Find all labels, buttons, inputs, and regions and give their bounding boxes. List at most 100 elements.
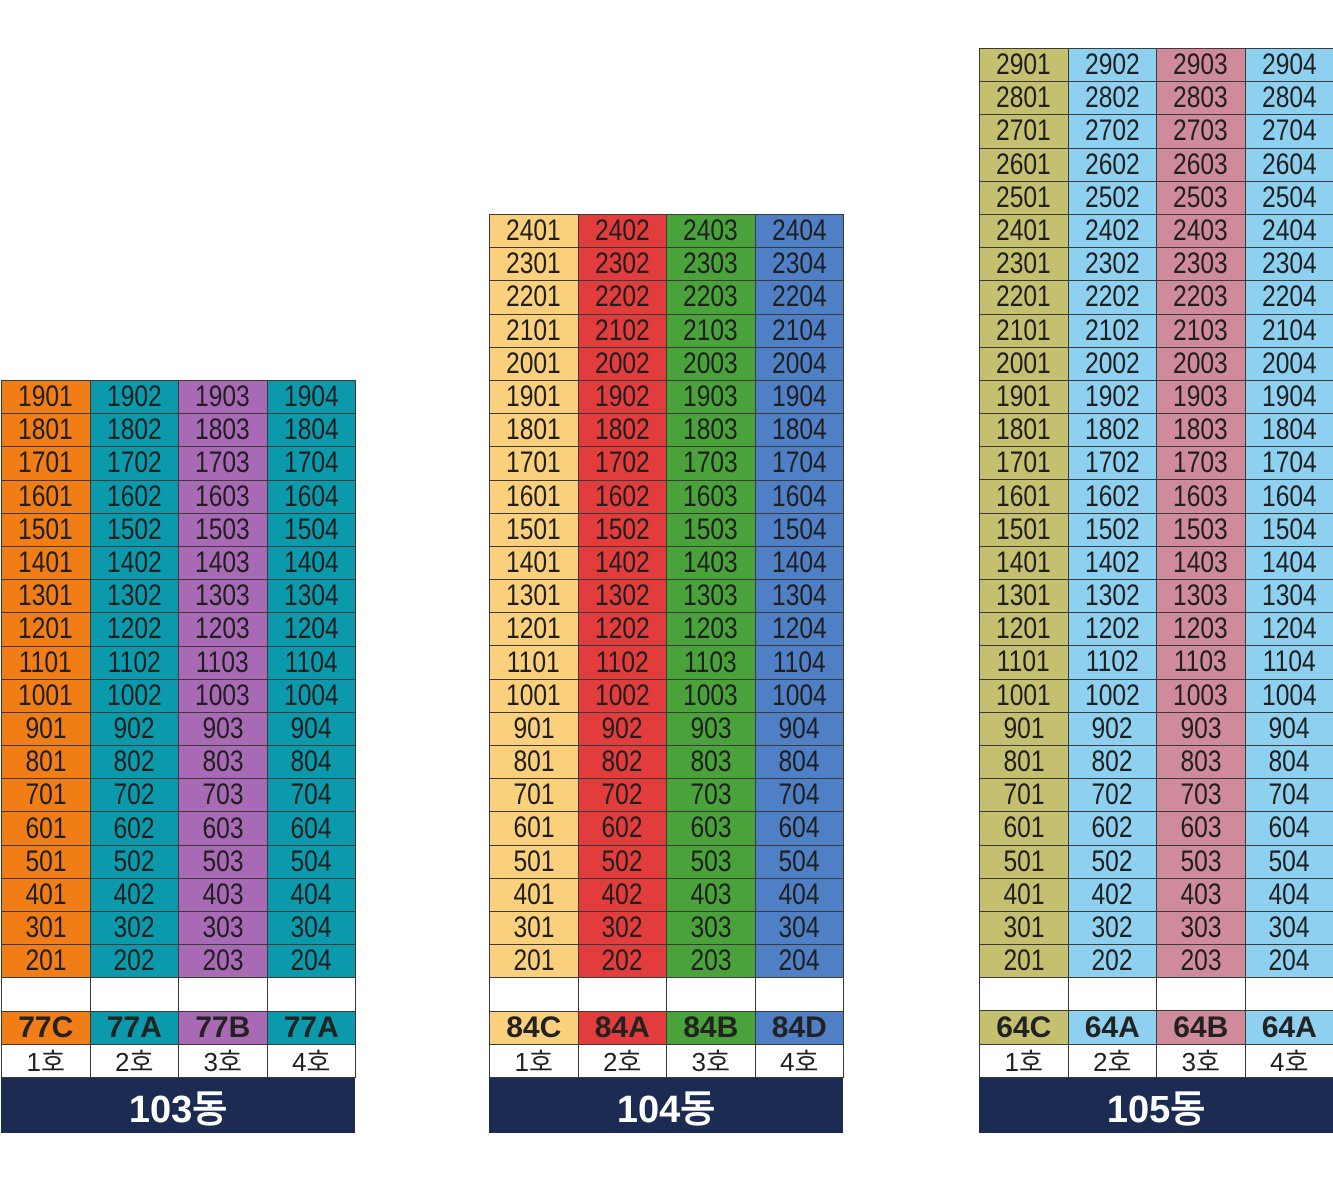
unit-cell: 603 [666, 811, 756, 846]
unit-type-label: 77A [266, 1010, 356, 1045]
unit-cell: 1101 [489, 645, 579, 680]
unit-cell: 2504 [1244, 180, 1333, 215]
unit-cell: 401 [489, 877, 579, 912]
unit-cell: 2703 [1156, 114, 1246, 149]
unit-cell: 304 [1244, 910, 1333, 946]
unit-type-label: 77C [1, 1010, 91, 1045]
unit-cell: 1304 [754, 579, 844, 614]
unit-cell: 1102 [577, 645, 667, 680]
unit-cell: 1503 [666, 512, 756, 547]
unit-cell: 2804 [1244, 81, 1333, 116]
unit-cell: 702 [577, 778, 667, 813]
unit-cell: 903 [178, 711, 268, 747]
unit-cell: 1801 [489, 413, 579, 448]
unit-cell: 2201 [489, 280, 579, 315]
unit-cell: 704 [1244, 778, 1333, 813]
unit-cell: 1104 [754, 645, 844, 680]
unit-cell: 704 [266, 778, 356, 813]
unit-cell: 1903 [666, 379, 756, 415]
unit-cell: 1802 [89, 413, 179, 448]
unit-cell: 1201 [979, 612, 1069, 647]
floor-row: 401 402 403 404 [489, 877, 844, 912]
unit-cell: 1303 [666, 579, 756, 614]
unit-cell: 801 [1, 745, 91, 780]
unit-cell: 1204 [266, 612, 356, 647]
unit-cell: 502 [89, 844, 179, 879]
unit-cell: 802 [89, 745, 179, 780]
unit-cell: 1503 [1156, 512, 1246, 547]
floor-row: 301 302 303 304 [1, 911, 356, 946]
unit-cell: 901 [1, 711, 91, 747]
ho-label: 4호 [266, 1043, 356, 1078]
floor-row: 501 502 503 504 [489, 844, 844, 879]
unit-cell: 1004 [266, 678, 356, 713]
unit-type-label: 64B [1156, 1010, 1246, 1045]
blank-cell [577, 977, 667, 1012]
floor-row: 2501 2502 2503 2504 [979, 180, 1333, 215]
unit-cell: 2902 [1067, 48, 1157, 83]
floor-row: 401 402 403 404 [979, 877, 1333, 912]
unit-cell: 2904 [1244, 48, 1333, 83]
unit-cell: 1501 [1, 512, 91, 547]
unit-cell: 2104 [754, 313, 844, 348]
unit-cell: 1203 [1156, 612, 1246, 647]
unit-cell: 2303 [1156, 247, 1246, 282]
unit-cell: 804 [754, 745, 844, 780]
floor-row: 2401 2402 2403 2404 [979, 213, 1333, 249]
unit-cell: 2402 [577, 214, 667, 249]
unit-cell: 203 [178, 944, 268, 979]
unit-cell: 402 [89, 877, 179, 912]
blank-cell [89, 977, 179, 1012]
unit-cell: 2601 [979, 147, 1069, 182]
unit-cell: 1204 [1244, 612, 1333, 647]
unit-type-label: 77B [178, 1010, 268, 1045]
unit-cell: 503 [178, 844, 268, 879]
unit-cell: 1001 [1, 678, 91, 713]
unit-cell: 1502 [89, 512, 179, 547]
floor-row: 1101 1102 1103 1104 [979, 645, 1333, 680]
unit-cell: 2301 [979, 247, 1069, 282]
unit-cell: 1701 [979, 446, 1069, 481]
ho-label: 3호 [178, 1043, 268, 1078]
unit-cell: 201 [979, 944, 1069, 979]
unit-cell: 1502 [1067, 512, 1157, 547]
unit-cell: 404 [1244, 877, 1333, 912]
unit-cell: 401 [979, 877, 1069, 912]
unit-cell: 2202 [1067, 280, 1157, 315]
ho-label-row: 1호 2호 3호 4호 [979, 1043, 1333, 1078]
unit-type-label: 64A [1067, 1010, 1157, 1045]
unit-cell: 503 [1156, 844, 1246, 879]
unit-cell: 1301 [489, 579, 579, 614]
unit-cell: 301 [979, 910, 1069, 946]
building-103: 1901 1902 1903 1904 1801 1802 1803 1804 1701 1702… [1, 380, 356, 1133]
unit-cell: 1103 [1156, 645, 1246, 680]
unit-cell: 1702 [577, 446, 667, 481]
unit-type-label: 77A [89, 1010, 179, 1045]
unit-cell: 904 [266, 711, 356, 747]
blank-cell [979, 977, 1069, 1012]
unit-cell: 2001 [979, 346, 1069, 381]
blank-cell [1, 977, 91, 1012]
unit-cell: 1902 [577, 379, 667, 415]
building-name: 105동 [979, 1077, 1333, 1133]
unit-cell: 403 [178, 877, 268, 912]
floor-row: 1601 1602 1603 1604 [979, 479, 1333, 514]
unit-cell: 1403 [178, 545, 268, 581]
unit-cell: 1504 [266, 512, 356, 547]
unit-cell: 1703 [666, 446, 756, 481]
blank-cell [754, 977, 844, 1012]
unit-cell: 1103 [666, 645, 756, 680]
floor-row: 2201 2202 2203 2204 [489, 280, 844, 315]
unit-cell: 1503 [178, 512, 268, 547]
unit-cell: 2301 [489, 247, 579, 282]
unit-cell: 701 [489, 778, 579, 813]
unit-cell: 2002 [577, 346, 667, 381]
unit-cell: 1404 [1244, 545, 1333, 580]
unit-type-label: 64C [979, 1010, 1069, 1045]
unit-cell: 2004 [754, 346, 844, 381]
unit-cell: 701 [979, 778, 1069, 813]
unit-cell: 1001 [979, 678, 1069, 713]
unit-cell: 403 [1156, 877, 1246, 912]
unit-cell: 702 [89, 778, 179, 813]
floor-row: 2801 2802 2803 2804 [979, 81, 1333, 116]
